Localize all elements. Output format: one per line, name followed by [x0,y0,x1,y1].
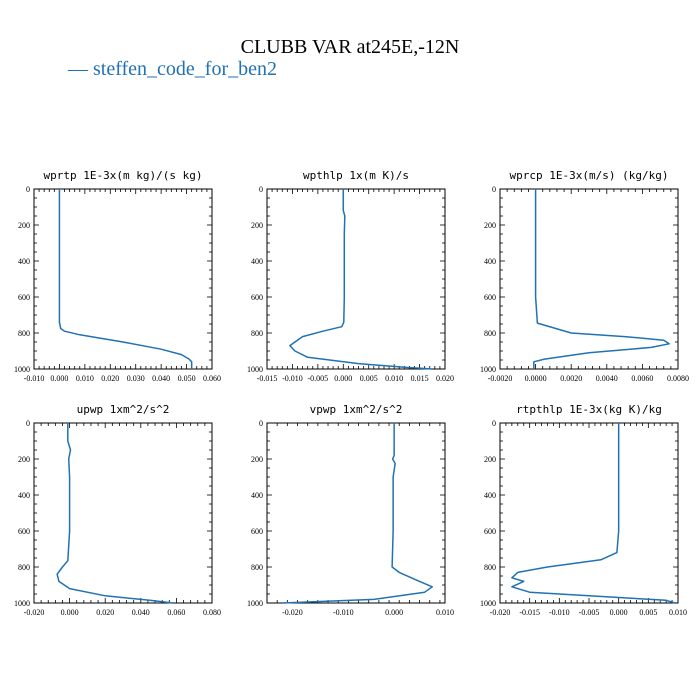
y-tick-label: 400 [18,257,30,266]
x-tick-label: 0.020 [96,608,114,617]
x-tick-label: 0.0000 [525,374,547,383]
series-line-4 [56,423,173,604]
y-tick-label: 800 [484,563,496,572]
x-tick-label: 0.000 [610,608,628,617]
legend: — steffen_code_for_ben2 [68,58,277,81]
x-tick-label: 0.005 [639,608,657,617]
panel-frame-4 [33,422,213,604]
y-tick-label: 200 [18,221,30,230]
x-tick-label: 0.030 [127,374,145,383]
x-tick-label: -0.015 [257,374,278,383]
x-tick-label: 0.060 [167,608,185,617]
y-tick-label: 0 [26,419,30,428]
x-tick-label: -0.0020 [488,374,513,383]
x-tick-label: 0.010 [385,374,403,383]
x-tick-label: -0.020 [282,608,303,617]
x-tick-label: -0.010 [333,608,354,617]
y-tick-label: 400 [251,257,263,266]
x-tick-label: 0.020 [101,374,119,383]
y-tick-label: 1000 [480,365,496,374]
legend-line-icon: — [68,58,88,80]
y-tick-label: 600 [251,293,263,302]
x-tick-label: 0.005 [360,374,378,383]
x-tick-label: 0.0020 [560,374,582,383]
y-tick-label: 0 [259,185,263,194]
x-tick-label: 0.010 [76,374,94,383]
y-tick-label: 0 [492,419,496,428]
y-tick-label: 200 [251,221,263,230]
y-tick-label: 400 [484,257,496,266]
y-tick-label: 600 [484,293,496,302]
y-tick-label: 1000 [247,599,263,608]
x-tick-label: 0.040 [152,374,170,383]
x-tick-label: 0.020 [436,374,454,383]
y-tick-label: 600 [18,527,30,536]
panel-title-5: vpwp 1xm^2/s^2 [310,403,403,416]
x-tick-label: -0.010 [549,608,570,617]
y-tick-label: 1000 [14,599,30,608]
x-tick-label: 0.060 [203,374,221,383]
x-tick-label: 0.0060 [631,374,653,383]
series-line-6 [511,423,676,604]
y-tick-label: 400 [251,491,263,500]
y-tick-label: 1000 [247,365,263,374]
y-tick-label: 600 [484,527,496,536]
x-tick-label: -0.020 [490,608,511,617]
y-tick-label: 1000 [14,365,30,374]
y-tick-label: 200 [18,455,30,464]
y-tick-label: 800 [18,563,30,572]
panel-frame-5 [266,422,446,604]
series-line-1 [58,189,193,369]
x-tick-label: 0.000 [50,374,68,383]
panel-frame-3 [499,188,679,370]
series-line-5 [282,423,434,604]
y-tick-label: 800 [484,329,496,338]
x-tick-label: 0.000 [385,608,403,617]
y-tick-label: 400 [18,491,30,500]
y-tick-label: 800 [251,563,263,572]
x-tick-label: -0.010 [282,374,303,383]
panel-frame-6 [499,422,679,604]
panel-title-4: upwp 1xm^2/s^2 [77,403,170,416]
series-line-2 [289,189,433,370]
y-tick-label: 800 [18,329,30,338]
y-tick-label: 400 [484,491,496,500]
y-tick-label: 1000 [480,599,496,608]
y-tick-label: 800 [251,329,263,338]
panel-title-3: wprcp 1E-3x(m/s) (kg/kg) [510,169,669,182]
x-tick-label: -0.005 [308,374,329,383]
series-line-3 [533,189,670,369]
panel-title-6: rtpthlp 1E-3x(kg K)/kg [516,403,662,416]
panel-title-1: wprtp 1E-3x(m kg)/(s kg) [44,169,203,182]
x-tick-label: 0.0040 [596,374,618,383]
x-tick-label: -0.015 [519,608,540,617]
y-tick-label: 200 [251,455,263,464]
y-tick-label: 200 [484,221,496,230]
x-tick-label: -0.020 [24,608,45,617]
x-tick-label: 0.040 [132,608,150,617]
x-tick-label: 0.010 [669,608,687,617]
y-tick-label: 0 [259,419,263,428]
legend-label: steffen_code_for_ben2 [93,58,278,80]
x-tick-label: 0.000 [61,608,79,617]
x-tick-label: 0.000 [334,374,352,383]
x-tick-label: 0.010 [436,608,454,617]
x-tick-label: 0.050 [178,374,196,383]
x-tick-label: 0.080 [203,608,221,617]
x-tick-label: 0.0080 [667,374,689,383]
panel-title-2: wpthlp 1x(m K)/s [303,169,409,182]
y-tick-label: 600 [251,527,263,536]
y-tick-label: 0 [492,185,496,194]
x-tick-label: -0.005 [579,608,600,617]
x-tick-label: 0.015 [411,374,429,383]
figure-title: CLUBB VAR at245E,-12N [240,36,460,58]
x-tick-label: -0.010 [24,374,45,383]
y-tick-label: 200 [484,455,496,464]
y-tick-label: 600 [18,293,30,302]
y-tick-label: 0 [26,185,30,194]
